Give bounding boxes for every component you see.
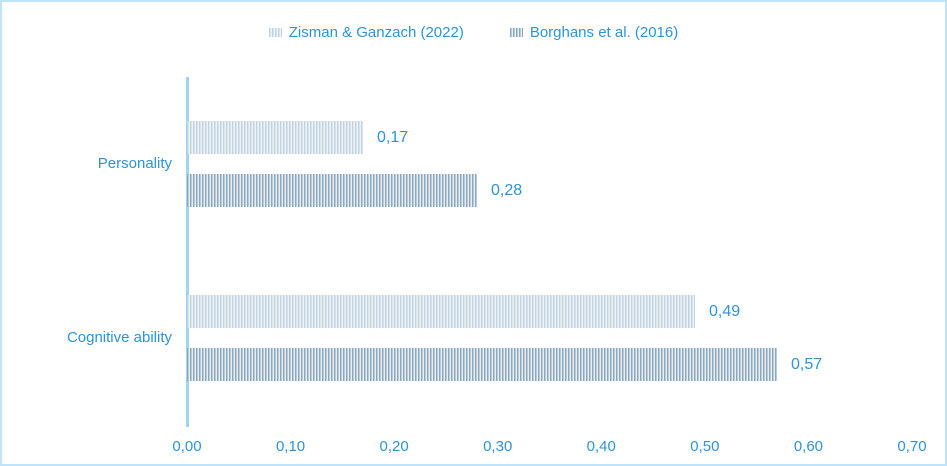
x-tick-0,20: 0,20 [379, 438, 409, 455]
data-label-series0-cat1: 0,49 [709, 303, 741, 320]
category-label-0: Personality [97, 155, 172, 172]
x-tick-0,70: 0,70 [897, 438, 927, 455]
bar-series0-cat1[interactable] [187, 295, 695, 328]
legend-swatch-zisman [268, 28, 282, 37]
x-tick-0,50: 0,50 [690, 438, 720, 455]
legend-item-zisman[interactable]: Zisman & Ganzach (2022) [268, 24, 464, 41]
legend-item-borghans[interactable]: Borghans et al. (2016) [509, 24, 679, 41]
legend-label-zisman: Zisman & Ganzach (2022) [288, 24, 464, 41]
x-tick-0,10: 0,10 [275, 438, 306, 455]
category-label-1: Cognitive ability [66, 329, 172, 346]
legend-swatch-borghans [509, 28, 523, 37]
chart-legend: Zisman & Ganzach (2022) Borghans et al. … [2, 24, 945, 41]
bar-series1-cat0[interactable] [187, 174, 477, 207]
y-axis-line [186, 77, 189, 427]
legend-label-borghans: Borghans et al. (2016) [529, 24, 679, 41]
data-label-series1-cat1: 0,57 [791, 356, 823, 373]
x-tick-0,00: 0,00 [172, 438, 202, 455]
data-label-series1-cat0: 0,28 [491, 182, 523, 199]
x-tick-0,60: 0,60 [793, 438, 824, 455]
x-tick-0,40: 0,40 [586, 438, 616, 455]
x-tick-0,30: 0,30 [483, 438, 513, 455]
bar-series1-cat1[interactable] [187, 348, 777, 381]
data-label-series0-cat0: 0,17 [377, 129, 409, 146]
bar-series0-cat0[interactable] [187, 121, 363, 154]
